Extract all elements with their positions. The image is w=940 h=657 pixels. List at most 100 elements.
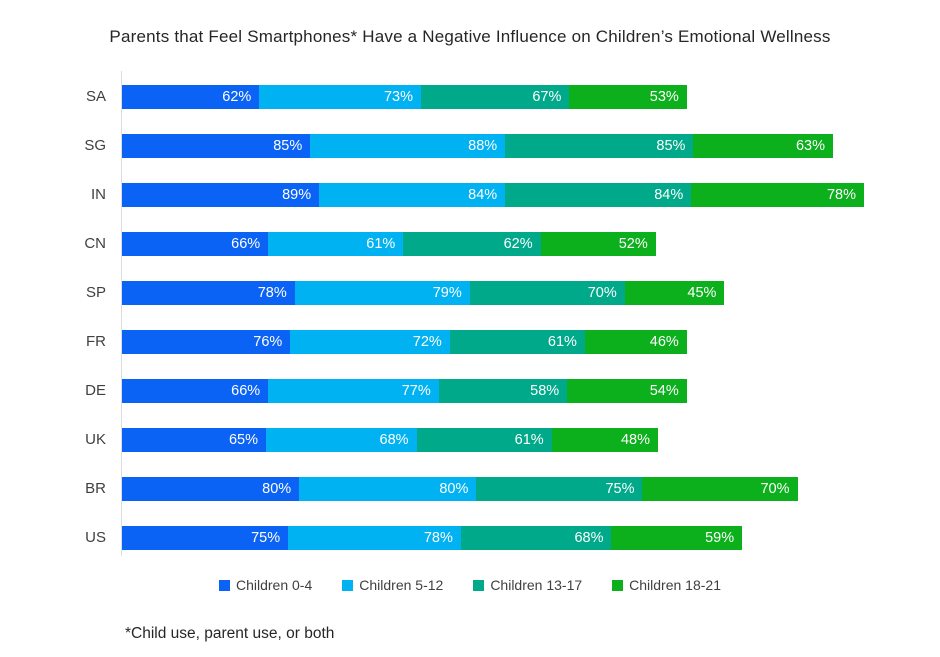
bar-segment: 70% — [469, 281, 625, 305]
bar-value-label: 61% — [547, 334, 577, 350]
bar-value-label: 80% — [262, 481, 292, 497]
bar-value-label: 75% — [605, 481, 635, 497]
bar-segment: 85% — [122, 134, 311, 158]
plot-area: SA 62% 73% 67% 53% SG 85% 88% 85% 63% IN 89% 84% 84% 7… — [84, 71, 864, 556]
legend-item: Children 18-21 — [612, 577, 721, 593]
legend-item: Children 13-17 — [473, 577, 582, 593]
bar-value-label: 72% — [412, 334, 442, 350]
bar-value-label: 88% — [468, 138, 498, 154]
bar-value-label: 89% — [282, 187, 312, 203]
bar-segment: 62% — [122, 85, 260, 109]
bar-segment: 75% — [476, 477, 643, 501]
bar-segment: 48% — [551, 428, 658, 452]
bar-segment: 59% — [611, 526, 743, 550]
category-label: BR — [85, 480, 106, 497]
category-label: UK — [85, 431, 106, 448]
bar-value-label: 85% — [273, 138, 303, 154]
category-label: FR — [86, 333, 106, 350]
legend-marker — [473, 579, 485, 591]
chart-footnote: *Child use, parent use, or both — [125, 625, 335, 642]
bar-value-label: 66% — [231, 383, 261, 399]
bar-segment: 75% — [122, 526, 289, 550]
bar-value-label: 54% — [649, 383, 679, 399]
category-label: CN — [84, 235, 106, 252]
bar-value-label: 48% — [620, 432, 650, 448]
bar-segment: 61% — [416, 428, 552, 452]
bar-row: SG 85% 88% 85% 63% — [84, 134, 864, 158]
bar-segment: 68% — [265, 428, 417, 452]
bar-segment: 84% — [319, 183, 506, 207]
bar-segment: 80% — [299, 477, 477, 501]
bar-value-label: 58% — [530, 383, 560, 399]
bar-segment: 72% — [290, 330, 450, 354]
bar-segment: 79% — [294, 281, 470, 305]
bar-value-label: 52% — [618, 236, 648, 252]
bar-segment: 46% — [584, 330, 687, 354]
bar-value-label: 53% — [649, 89, 679, 105]
legend-marker — [612, 579, 624, 591]
bar-segment: 78% — [122, 281, 295, 305]
legend: Children 0-4 Children 5-12 Children 13-17 C… — [0, 577, 940, 593]
legend-marker — [342, 579, 354, 591]
bar-value-label: 68% — [379, 432, 409, 448]
bar-row: IN 89% 84% 84% 78% — [91, 183, 864, 207]
bar-value-label: 45% — [687, 285, 717, 301]
bar-row: US 75% 78% 68% 59% — [85, 526, 864, 550]
bar-segment: 58% — [438, 379, 568, 403]
bar-segment: 65% — [122, 428, 266, 452]
bar-segment: 80% — [122, 477, 300, 501]
bar-row: SP 78% 79% 70% 45% — [86, 281, 864, 305]
chart-title: Parents that Feel Smartphones* Have a Ne… — [109, 27, 831, 46]
bar-segment: 53% — [569, 85, 687, 109]
bar-value-label: 62% — [503, 236, 533, 252]
bar-value-label: 77% — [401, 383, 431, 399]
bar-row: CN 66% 61% 62% 52% — [84, 232, 864, 256]
bar-value-label: 78% — [423, 530, 453, 546]
bar-row: DE 66% 77% 58% 54% — [85, 379, 864, 403]
bar-row: BR 80% 80% 75% 70% — [85, 477, 864, 501]
bar-segment: 61% — [268, 232, 404, 256]
category-label: DE — [85, 382, 106, 399]
category-label: US — [85, 529, 106, 546]
bar-rows: SA 62% 73% 67% 53% SG 85% 88% 85% 63% IN 89% 84% 84% 7… — [84, 85, 864, 550]
bar-value-label: 46% — [649, 334, 679, 350]
bar-value-label: 68% — [574, 530, 604, 546]
bar-row: SA 62% 73% 67% 53% — [86, 85, 864, 109]
bar-segment: 66% — [122, 232, 269, 256]
bar-segment: 62% — [403, 232, 541, 256]
bar-segment: 73% — [259, 85, 421, 109]
bar-value-label: 61% — [366, 236, 396, 252]
bar-segment: 68% — [460, 526, 612, 550]
category-label: SA — [85, 88, 106, 105]
bar-value-label: 66% — [231, 236, 261, 252]
bar-segment: 52% — [540, 232, 656, 256]
bar-value-label: 80% — [439, 481, 469, 497]
bar-value-label: 70% — [587, 285, 617, 301]
bar-value-label: 63% — [795, 138, 825, 154]
bar-segment: 88% — [310, 134, 506, 158]
bar-segment: 70% — [642, 477, 798, 501]
bar-segment: 84% — [505, 183, 692, 207]
bar-value-label: 78% — [826, 187, 856, 203]
bar-segment: 63% — [693, 134, 833, 158]
legend-item: Children 5-12 — [342, 577, 443, 593]
bar-value-label: 84% — [468, 187, 498, 203]
bar-segment: 45% — [624, 281, 725, 305]
bar-value-label: 62% — [222, 89, 252, 105]
bar-value-label: 75% — [251, 530, 281, 546]
category-label: SG — [84, 137, 106, 154]
bar-value-label: 67% — [532, 89, 562, 105]
legend-label: Children 18-21 — [629, 577, 721, 593]
bar-segment: 78% — [288, 526, 461, 550]
bar-row: UK 65% 68% 61% 48% — [85, 428, 864, 452]
bar-segment: 67% — [421, 85, 570, 109]
bar-value-label: 73% — [383, 89, 413, 105]
bar-value-label: 70% — [760, 481, 790, 497]
bar-value-label: 59% — [705, 530, 735, 546]
bar-segment: 77% — [268, 379, 439, 403]
bar-value-label: 84% — [654, 187, 684, 203]
legend-label: Children 0-4 — [235, 577, 313, 593]
bar-segment: 61% — [449, 330, 585, 354]
legend-label: Children 5-12 — [359, 577, 444, 593]
